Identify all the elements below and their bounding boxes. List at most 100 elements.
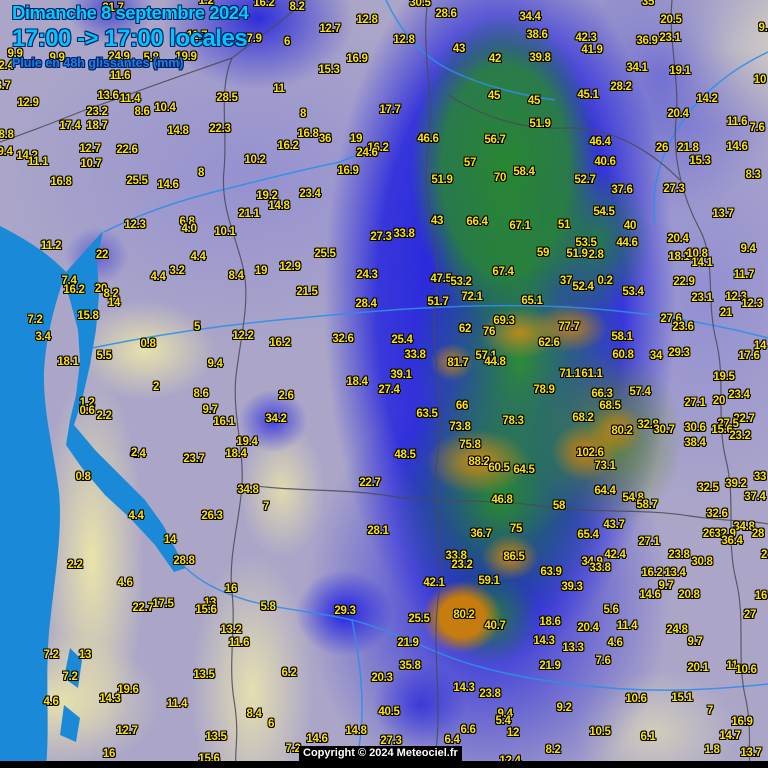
station-value: 48.5 xyxy=(394,449,416,461)
station-value: 16.2 xyxy=(367,142,389,154)
station-value: 8.8 xyxy=(0,129,14,141)
station-value: 12.2 xyxy=(232,330,254,342)
station-value: 23.2 xyxy=(86,106,108,118)
station-value: 11.6 xyxy=(109,70,131,82)
station-value: 5.6 xyxy=(603,604,619,616)
station-value: 20.4 xyxy=(667,108,689,120)
station-value: 51.9 xyxy=(566,248,588,260)
station-value: 20 xyxy=(712,395,726,407)
station-value: 18.4 xyxy=(346,376,368,388)
station-value: 4.0 xyxy=(181,223,197,235)
station-value: 12.8 xyxy=(356,14,378,26)
station-value: 27.6 xyxy=(660,313,682,325)
station-value: 11.1 xyxy=(27,156,49,168)
station-value: 26.3 xyxy=(201,510,223,522)
station-value: 34.1 xyxy=(626,62,648,74)
station-value: 80.2 xyxy=(453,609,475,621)
station-value: 6.6 xyxy=(460,724,476,736)
station-value: 12.7 xyxy=(116,725,138,737)
station-value: 36 xyxy=(318,133,332,145)
station-value: 17.9 xyxy=(240,33,262,45)
station-value: 13.6 xyxy=(97,90,119,102)
station-value: 9.9 xyxy=(49,52,65,64)
station-value: 6.2 xyxy=(281,667,297,679)
station-value: 8.6 xyxy=(193,388,209,400)
station-value: 19.9 xyxy=(175,51,197,63)
station-value: 20.5 xyxy=(660,14,682,26)
station-value: 78.9 xyxy=(533,384,555,396)
station-value: 11.4 xyxy=(616,620,638,632)
station-value: 19 xyxy=(349,133,363,145)
station-value: 51.9 xyxy=(529,118,551,130)
station-value: 5.8 xyxy=(260,601,276,613)
station-value: 24.8 xyxy=(666,624,688,636)
station-value: 58.1 xyxy=(611,331,633,343)
station-value: 11.7 xyxy=(733,269,755,281)
station-value: 9. xyxy=(758,22,768,34)
station-value: 32.6 xyxy=(706,508,728,520)
station-value: 16.2 xyxy=(641,567,663,579)
station-value: 51.9 xyxy=(431,174,453,186)
station-value: 34.9 xyxy=(581,556,603,568)
station-value: 12.8 xyxy=(393,34,415,46)
station-value: 15.6 xyxy=(195,604,217,616)
station-value: 8.2 xyxy=(289,1,305,13)
station-value: 28.5 xyxy=(216,92,238,104)
station-value: 19.6 xyxy=(117,684,139,696)
station-value: 75 xyxy=(509,523,523,535)
river-charente xyxy=(103,149,369,233)
station-value: 17.6 xyxy=(738,350,760,362)
station-value: 12.3 xyxy=(124,219,146,231)
station-value: 16.2 xyxy=(277,140,299,152)
station-value: 63.5 xyxy=(416,408,438,420)
station-value: 42 xyxy=(488,53,502,65)
station-value: 22.6 xyxy=(116,144,138,156)
station-value: 28.1 xyxy=(367,525,389,537)
station-value: 32.5 xyxy=(697,482,719,494)
station-value: 4.6 xyxy=(117,577,133,589)
station-value: 35 xyxy=(641,0,655,8)
station-value: 42.4 xyxy=(604,549,626,561)
station-value: 27.1 xyxy=(638,536,660,548)
station-value: 18.1 xyxy=(57,356,79,368)
station-value: 9.4 xyxy=(497,708,513,720)
station-value: 15.1 xyxy=(671,692,693,704)
station-value: 51 xyxy=(557,219,571,231)
station-value: 34.2 xyxy=(265,413,287,425)
station-value: 14 xyxy=(107,297,121,309)
station-value: 81.7 xyxy=(447,357,469,369)
station-value: 28.8 xyxy=(173,555,195,567)
station-value: 69.3 xyxy=(493,315,515,327)
station-value: 8.3 xyxy=(745,169,761,181)
station-value: 57.4 xyxy=(629,386,651,398)
station-value: 25.5 xyxy=(314,248,336,260)
station-value: 35.8 xyxy=(399,660,421,672)
station-value: 2.2 xyxy=(67,559,83,571)
station-value: 14.1 xyxy=(691,257,713,269)
station-value: 58.7 xyxy=(636,499,658,511)
station-value: 46.6 xyxy=(417,133,439,145)
station-value: 14.3 xyxy=(533,635,555,647)
station-value: 7.6 xyxy=(595,655,611,667)
station-value: 8.4 xyxy=(228,270,244,282)
map-date-title: Dimanche 8 septembre 2024 xyxy=(12,2,249,23)
station-value: 59 xyxy=(536,247,550,259)
station-value: 57 xyxy=(463,157,477,169)
station-value: 21.8 xyxy=(677,142,699,154)
station-value: 29.3 xyxy=(334,605,356,617)
border-line xyxy=(222,57,247,768)
station-value: 77.7 xyxy=(558,321,580,333)
station-value: 27.5 xyxy=(717,418,739,430)
station-value: 0.8 xyxy=(75,471,91,483)
station-value: 11 xyxy=(726,660,738,672)
station-value: 37 xyxy=(559,275,573,287)
border-line xyxy=(670,0,751,768)
station-value: 42.1 xyxy=(423,577,445,589)
station-value: 10.7 xyxy=(80,158,102,170)
map-header: Dimanche 8 septembre 2024 17:00 -> 17:00… xyxy=(12,2,249,70)
station-value: 7.2 xyxy=(43,649,59,661)
station-value: 2 xyxy=(152,381,160,393)
